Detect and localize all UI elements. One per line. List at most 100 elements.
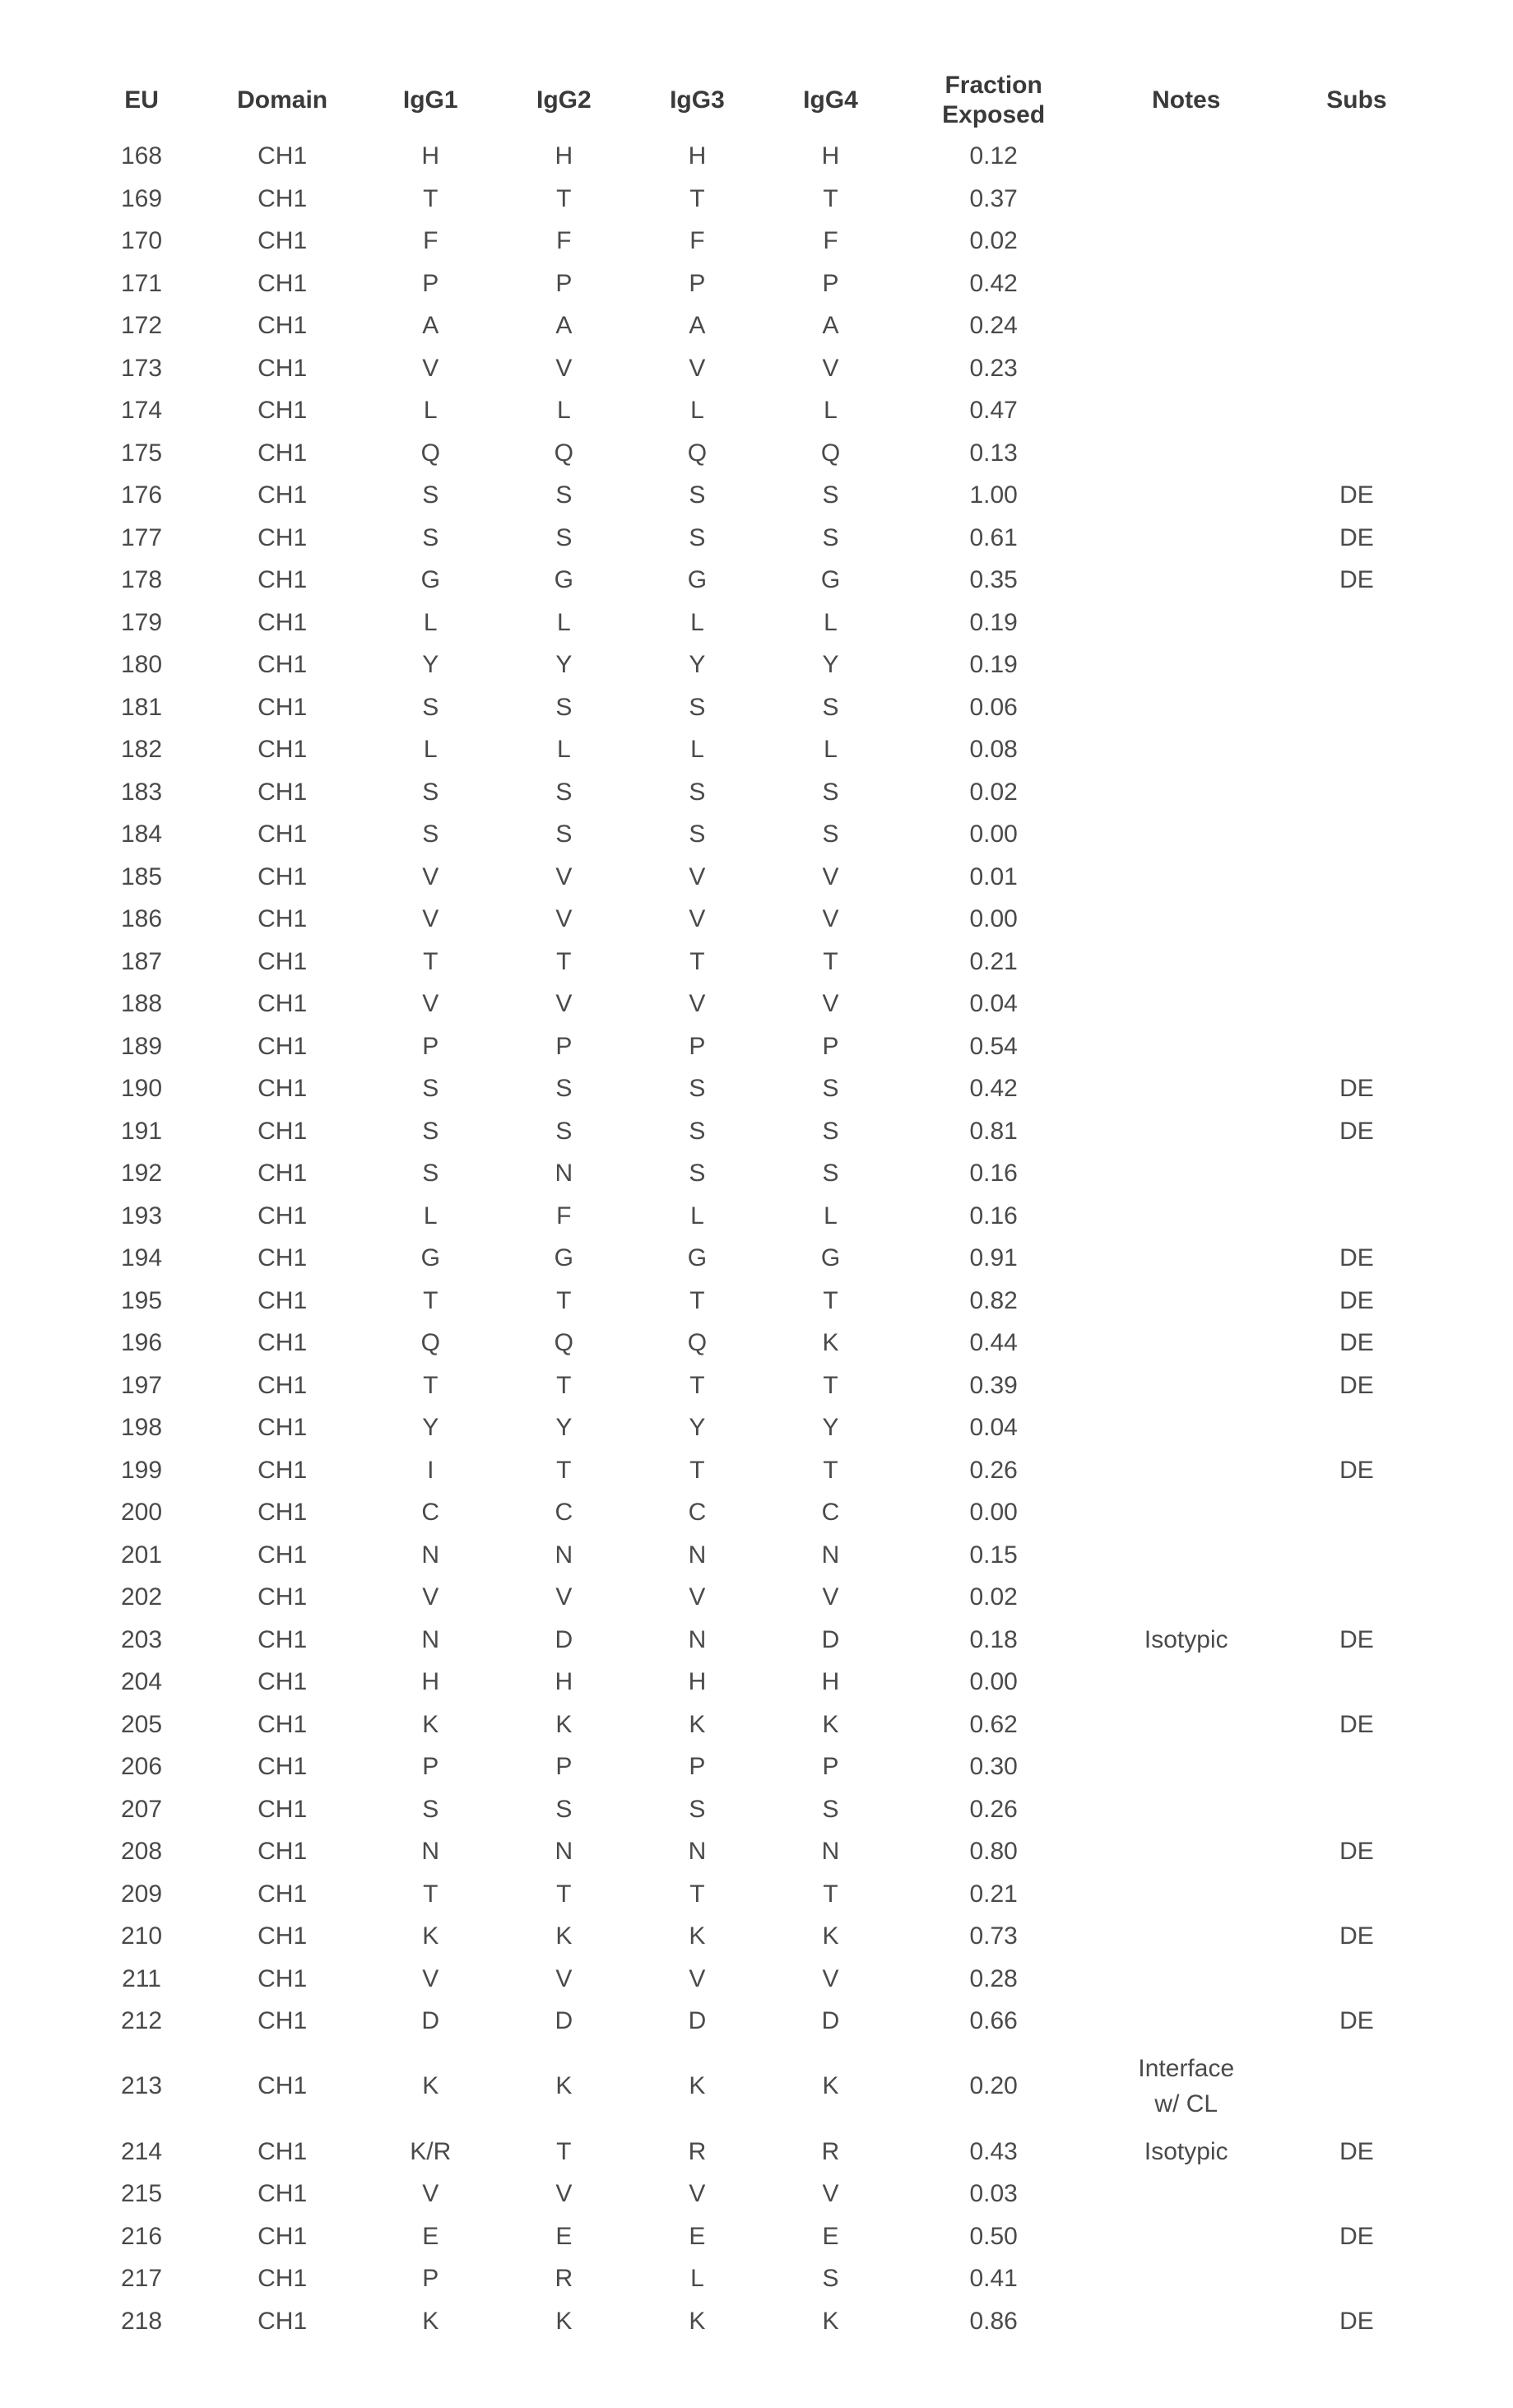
cell-igg1: N — [364, 1619, 497, 1662]
cell-notes — [1090, 2257, 1283, 2300]
cell-notes — [1090, 1915, 1283, 1958]
cell-subs: DE — [1283, 2131, 1431, 2173]
table-row: 209CH1TTTT0.21 — [82, 1873, 1431, 1916]
cell-igg4: L — [763, 602, 897, 644]
cell-igg2: S — [497, 813, 630, 856]
cell-fraction: 0.04 — [898, 983, 1090, 1025]
cell-igg4: S — [763, 813, 897, 856]
cell-eu: 177 — [82, 517, 201, 560]
cell-notes — [1090, 1322, 1283, 1364]
cell-domain: CH1 — [201, 559, 364, 602]
cell-igg3: A — [630, 304, 763, 347]
table-row: 183CH1SSSS0.02 — [82, 771, 1431, 814]
cell-domain: CH1 — [201, 1152, 364, 1195]
cell-igg2: Y — [497, 644, 630, 686]
cell-igg1: T — [364, 178, 497, 221]
cell-igg1: K — [364, 1915, 497, 1958]
cell-eu: 194 — [82, 1237, 201, 1280]
cell-subs — [1283, 898, 1431, 941]
header-subs: Subs — [1283, 66, 1431, 135]
cell-igg3: T — [630, 178, 763, 221]
cell-igg3: Q — [630, 432, 763, 475]
cell-eu: 182 — [82, 728, 201, 771]
cell-domain: CH1 — [201, 178, 364, 221]
cell-igg2: L — [497, 389, 630, 432]
cell-domain: CH1 — [201, 1576, 364, 1619]
cell-subs: DE — [1283, 1449, 1431, 1492]
cell-subs — [1283, 1406, 1431, 1449]
cell-eu: 197 — [82, 1364, 201, 1407]
cell-igg1: P — [364, 263, 497, 305]
cell-igg1: E — [364, 2215, 497, 2258]
cell-igg4: T — [763, 1449, 897, 1492]
cell-domain: CH1 — [201, 2131, 364, 2173]
cell-igg2: K — [497, 1915, 630, 1958]
cell-igg4: L — [763, 1195, 897, 1238]
cell-igg1: F — [364, 220, 497, 263]
cell-igg2: G — [497, 559, 630, 602]
table-row: 168CH1HHHH0.12 — [82, 135, 1431, 178]
cell-igg1: P — [364, 1025, 497, 1068]
table-row: 184CH1SSSS0.00 — [82, 813, 1431, 856]
cell-igg1: L — [364, 728, 497, 771]
cell-domain: CH1 — [201, 2300, 364, 2343]
cell-igg4: V — [763, 898, 897, 941]
cell-igg3: S — [630, 813, 763, 856]
cell-domain: CH1 — [201, 1704, 364, 1746]
cell-eu: 188 — [82, 983, 201, 1025]
cell-igg2: T — [497, 1449, 630, 1492]
cell-igg2: A — [497, 304, 630, 347]
cell-eu: 176 — [82, 474, 201, 517]
table-row: 170CH1FFFF0.02 — [82, 220, 1431, 263]
cell-notes — [1090, 2215, 1283, 2258]
cell-igg3: S — [630, 1152, 763, 1195]
cell-subs — [1283, 771, 1431, 814]
cell-subs — [1283, 2173, 1431, 2215]
cell-igg4: G — [763, 559, 897, 602]
table-row: 194CH1GGGG0.91DE — [82, 1237, 1431, 1280]
cell-domain: CH1 — [201, 1195, 364, 1238]
cell-igg4: T — [763, 941, 897, 983]
cell-notes — [1090, 1491, 1283, 1534]
cell-igg3: T — [630, 941, 763, 983]
cell-eu: 170 — [82, 220, 201, 263]
cell-fraction: 0.61 — [898, 517, 1090, 560]
cell-domain: CH1 — [201, 2173, 364, 2215]
cell-notes — [1090, 2300, 1283, 2343]
cell-igg3: Y — [630, 1406, 763, 1449]
cell-domain: CH1 — [201, 813, 364, 856]
table-row: 201CH1NNNN0.15 — [82, 1534, 1431, 1577]
cell-igg2: N — [497, 1534, 630, 1577]
cell-igg2: F — [497, 1195, 630, 1238]
cell-subs — [1283, 1534, 1431, 1577]
table-row: 179CH1LLLL0.19 — [82, 602, 1431, 644]
cell-subs: DE — [1283, 1619, 1431, 1662]
cell-igg1: V — [364, 1958, 497, 2001]
cell-notes — [1090, 220, 1283, 263]
table-row: 204CH1HHHH0.00 — [82, 1661, 1431, 1704]
cell-igg2: S — [497, 771, 630, 814]
cell-igg1: S — [364, 771, 497, 814]
cell-igg1: Y — [364, 1406, 497, 1449]
cell-notes — [1090, 1746, 1283, 1788]
cell-eu: 187 — [82, 941, 201, 983]
cell-domain: CH1 — [201, 898, 364, 941]
cell-subs — [1283, 1025, 1431, 1068]
cell-igg4: K — [763, 1915, 897, 1958]
table-row: 188CH1VVVV0.04 — [82, 983, 1431, 1025]
cell-eu: 190 — [82, 1067, 201, 1110]
table-row: 180CH1YYYY0.19 — [82, 644, 1431, 686]
cell-fraction: 0.19 — [898, 644, 1090, 686]
cell-notes — [1090, 1788, 1283, 1831]
cell-igg2: T — [497, 2131, 630, 2173]
table-row: 171CH1PPPP0.42 — [82, 263, 1431, 305]
cell-igg4: T — [763, 1280, 897, 1323]
cell-igg1: S — [364, 1067, 497, 1110]
cell-igg3: V — [630, 347, 763, 390]
cell-notes — [1090, 1406, 1283, 1449]
cell-igg1: V — [364, 856, 497, 899]
cell-igg3: S — [630, 474, 763, 517]
cell-subs — [1283, 1746, 1431, 1788]
cell-igg2: N — [497, 1830, 630, 1873]
cell-subs — [1283, 728, 1431, 771]
